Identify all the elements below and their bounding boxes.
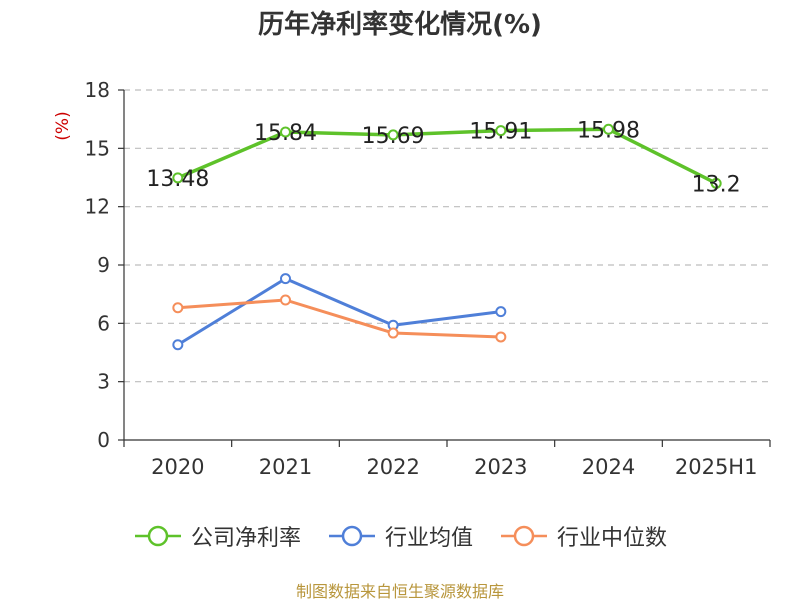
data-point-industry-median: [495, 331, 507, 343]
data-point-company-net-margin: [387, 129, 399, 141]
data-point-industry-average: [280, 273, 291, 285]
legend: 公司净利率 行业均值 行业中位数: [0, 520, 800, 552]
series-line-company-net-margin: [177, 127, 717, 185]
data-point-industry-median: [387, 327, 399, 339]
data-labels: 13.48 15.84 15.69 15.91 15.98 13.2: [146, 118, 740, 197]
legend-line-marker-icon: [501, 525, 547, 547]
y-tick-label: 18: [85, 78, 110, 102]
legend-line-marker-icon: [134, 525, 181, 547]
data-point-company-net-margin: [603, 123, 614, 135]
x-tick-label: 2020: [151, 455, 204, 479]
data-label: 15.84: [254, 121, 317, 146]
grid-lines: [124, 89, 770, 383]
x-tick-label: 2024: [582, 455, 635, 479]
data-point-company-net-margin: [710, 177, 722, 189]
series-line-industry-median: [177, 298, 501, 339]
legend-line-marker-icon: [328, 525, 375, 547]
data-label: 13.48: [146, 167, 209, 192]
legend-item-company[interactable]: 公司净利率: [133, 520, 301, 552]
data-point-industry-median: [172, 302, 184, 314]
source-footnote: 制图数据来自恒生聚源数据库: [295, 582, 504, 601]
legend-item-industry-avg[interactable]: 行业均值: [327, 520, 473, 552]
data-label: 13.2: [692, 172, 741, 197]
axes: 0 3 6 9 12 15 18 2020 2021 2022 2023 2024 2025H1: [85, 78, 771, 479]
data-point-company-net-margin: [495, 125, 507, 137]
y-tick-label: 15: [85, 136, 110, 160]
legend-label-industry-avg: 行业均值: [384, 526, 473, 551]
series-lines: [172, 123, 722, 351]
y-tick-label: 12: [85, 195, 110, 219]
data-point-industry-average: [495, 306, 507, 318]
y-tick-label: 9: [97, 253, 110, 277]
series-line-industry-average: [177, 277, 502, 347]
x-tick-label: 2023: [474, 455, 527, 479]
y-tick-label: 6: [97, 311, 110, 335]
legend-label-industry-median: 行业中位数: [557, 526, 668, 551]
x-tick-label: 2022: [366, 455, 419, 479]
y-tick-label: 3: [97, 370, 110, 394]
data-label: 15.69: [362, 124, 425, 149]
x-tick-label: 2025H1: [675, 455, 758, 479]
legend-label-company: 公司净利率: [190, 526, 301, 551]
legend-item-industry-median[interactable]: 行业中位数: [499, 520, 667, 552]
y-axis-label: (%): [53, 111, 73, 140]
data-point-company-net-margin: [172, 172, 184, 184]
data-point-industry-average: [172, 339, 184, 351]
data-point-company-net-margin: [280, 126, 291, 138]
chart-title: 历年净利率变化情况(%): [258, 10, 542, 40]
data-point-industry-median: [280, 294, 291, 306]
x-tick-label: 2021: [259, 455, 312, 479]
data-label: 15.98: [577, 118, 640, 143]
y-tick-label: 0: [97, 428, 110, 452]
data-label: 15.91: [469, 120, 532, 145]
